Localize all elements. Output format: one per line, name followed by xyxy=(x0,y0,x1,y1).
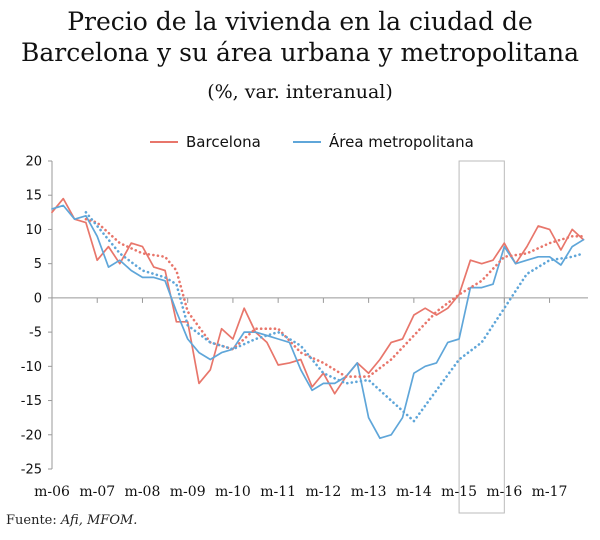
x-tick-label: m-16 xyxy=(486,484,522,500)
source-note: Fuente: Afi, MFOM. xyxy=(6,513,137,528)
y-tick-label: -25 xyxy=(21,463,42,478)
y-tick-label: 20 xyxy=(25,155,42,170)
chart-subtitle: (%, var. interanual) xyxy=(207,81,393,103)
y-tick-label: 10 xyxy=(25,223,42,238)
y-tick-label: -20 xyxy=(21,428,42,443)
series-line-0 xyxy=(51,197,585,395)
y-tick-label: -5 xyxy=(29,326,42,341)
legend: Barcelona Área metropolitana xyxy=(0,133,600,155)
trend-line-3 xyxy=(84,211,585,423)
x-tick-label: m-11 xyxy=(260,484,296,500)
x-tick-label: m-10 xyxy=(215,484,251,500)
x-tick-label: m-08 xyxy=(125,484,161,500)
title-line-1: Precio de la vivienda en la ciudad de xyxy=(67,7,533,36)
y-tick-label: -10 xyxy=(21,360,42,375)
legend-item-metro: Área metropolitana xyxy=(293,133,474,151)
x-tick-label: m-17 xyxy=(532,484,568,500)
highlight-box xyxy=(458,160,505,514)
x-tick-label: m-07 xyxy=(79,484,115,500)
y-tick-label: 5 xyxy=(34,257,42,272)
title-line-2: Barcelona y su área urbana y metropolita… xyxy=(20,38,579,67)
source-label: Fuente: xyxy=(6,513,61,528)
legend-label-barcelona: Barcelona xyxy=(186,133,261,151)
y-tick-label: -15 xyxy=(21,394,42,409)
legend-item-barcelona: Barcelona xyxy=(150,133,261,151)
x-tick-label: m-06 xyxy=(34,484,70,500)
y-tick-label: 0 xyxy=(34,291,42,306)
legend-label-metro: Área metropolitana xyxy=(329,133,474,151)
x-tick-label: m-09 xyxy=(170,484,206,500)
chart-title: Precio de la vivienda en la ciudad de Ba… xyxy=(0,6,600,68)
trend-line-2 xyxy=(84,217,585,378)
legend-swatch-metro xyxy=(293,141,321,143)
x-tick-label: m-12 xyxy=(305,484,341,500)
x-tick-label: m-15 xyxy=(441,484,477,500)
y-tick-label: 15 xyxy=(25,189,42,204)
source-value: Afi, MFOM. xyxy=(60,513,138,528)
legend-swatch-barcelona xyxy=(150,141,178,143)
x-tick-label: m-13 xyxy=(351,484,387,500)
x-tick-label: m-14 xyxy=(396,484,432,500)
series-line-1 xyxy=(51,204,585,440)
